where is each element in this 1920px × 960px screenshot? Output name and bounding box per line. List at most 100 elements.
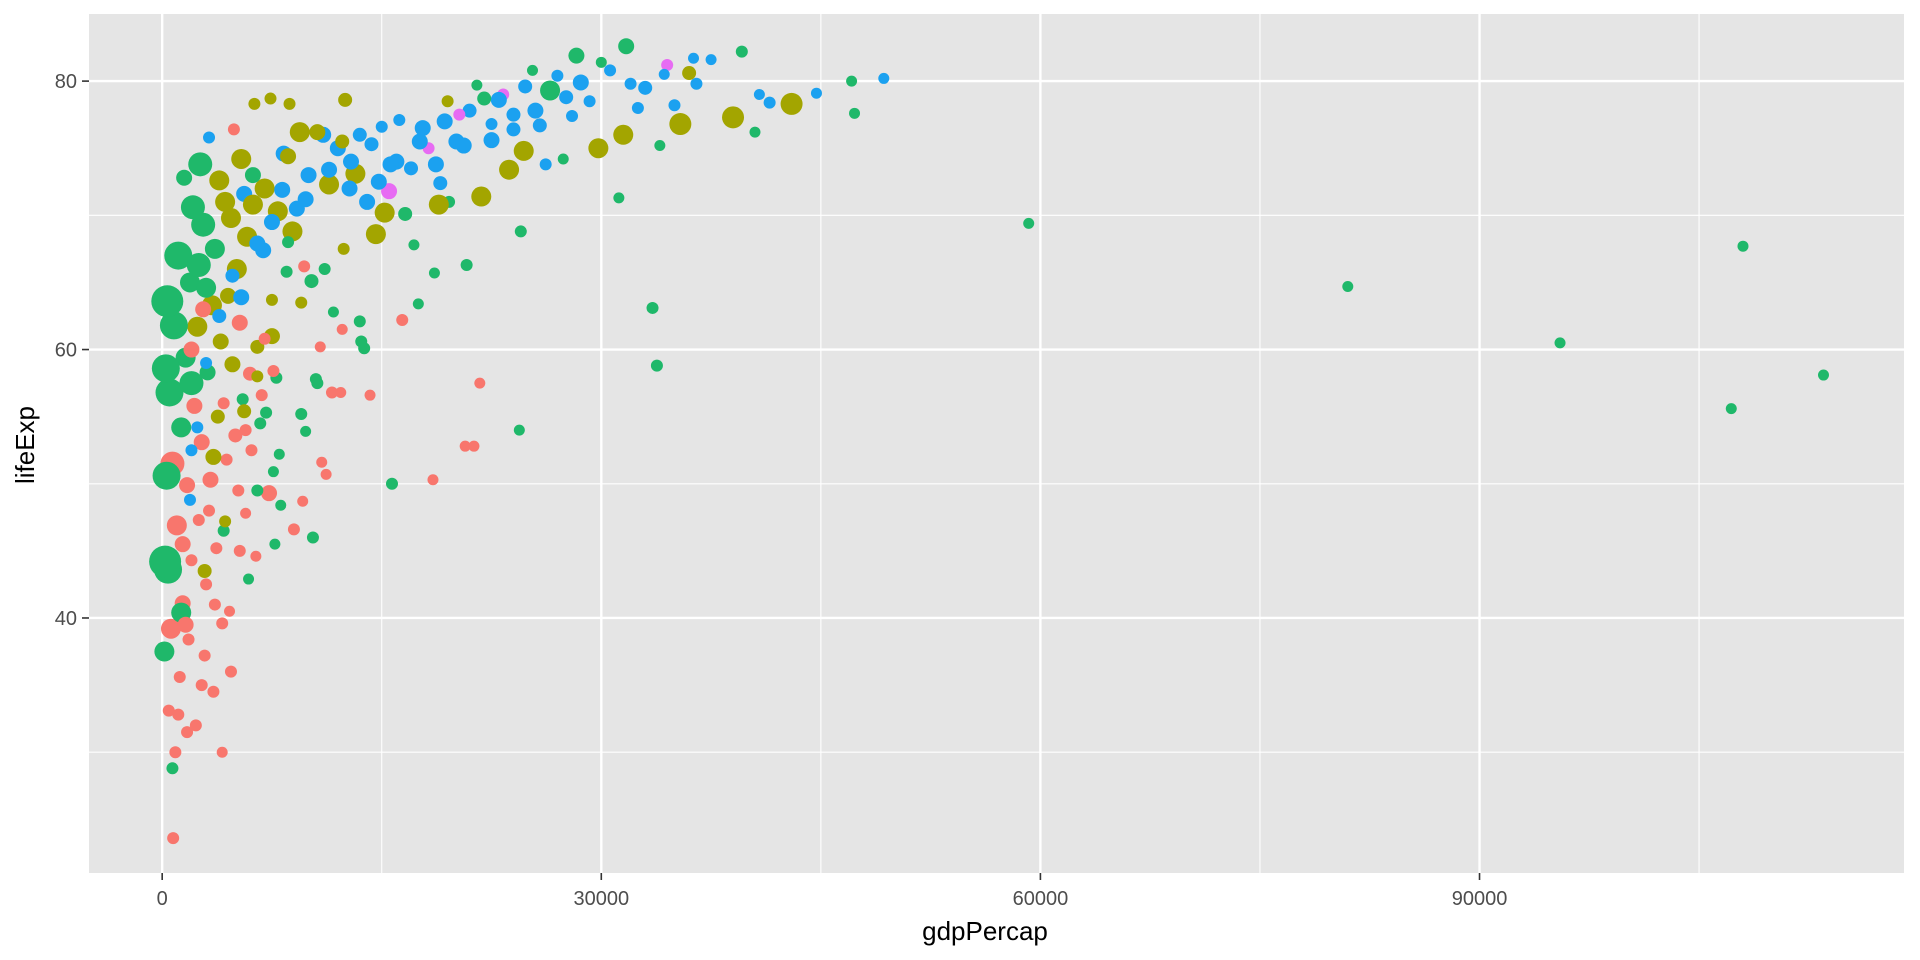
data-point (374, 202, 395, 223)
x-axis-title: gdpPercap (922, 916, 1048, 946)
x-tick-label: 30000 (573, 888, 629, 910)
data-point (273, 448, 285, 460)
data-point (187, 316, 208, 337)
data-point (722, 106, 745, 129)
data-point (154, 641, 175, 662)
data-point (203, 131, 216, 144)
data-point (428, 267, 440, 279)
data-point (191, 212, 216, 237)
data-point (780, 92, 803, 115)
data-point (260, 406, 273, 419)
y-axis: 40 60 80 (55, 71, 89, 630)
data-point (250, 550, 262, 562)
data-point (540, 80, 561, 101)
data-point (185, 444, 198, 457)
data-point (436, 113, 453, 130)
data-point (506, 107, 521, 122)
data-point (164, 241, 193, 270)
data-point (527, 64, 539, 76)
data-point (287, 523, 300, 536)
data-point (191, 421, 204, 434)
data-point (583, 95, 596, 108)
data-point (195, 301, 212, 318)
data-point (393, 114, 406, 127)
data-point (690, 77, 703, 90)
data-point (385, 477, 398, 490)
data-point (297, 191, 314, 208)
data-point (566, 110, 579, 123)
data-point (668, 99, 681, 112)
data-point (188, 152, 213, 177)
data-point (490, 91, 507, 108)
data-point (289, 122, 310, 143)
data-point (174, 536, 191, 553)
data-point (404, 161, 419, 176)
data-point (251, 370, 264, 383)
data-point (167, 832, 180, 845)
data-point (414, 120, 431, 137)
data-point (568, 47, 585, 64)
data-point (249, 235, 266, 252)
data-point (396, 314, 409, 327)
data-point (185, 554, 198, 567)
data-point (159, 311, 188, 340)
data-point (427, 474, 439, 486)
major-gridlines (89, 14, 1904, 873)
data-point (204, 238, 225, 259)
data-point (236, 393, 249, 406)
data-point (459, 440, 471, 452)
data-point (152, 461, 181, 490)
data-point (485, 118, 498, 131)
data-point (335, 386, 347, 398)
data-point (474, 377, 486, 389)
data-point (295, 407, 308, 420)
data-point (166, 762, 179, 775)
data-point (532, 118, 547, 133)
data-point (151, 354, 180, 383)
data-point (173, 671, 186, 684)
data-point (189, 719, 202, 732)
data-point (518, 79, 533, 94)
data-point (200, 578, 213, 591)
data-point (646, 301, 659, 314)
data-point (231, 314, 248, 331)
y-tick-label: 80 (55, 71, 77, 93)
data-point (468, 440, 480, 452)
data-point (539, 158, 552, 171)
data-point (224, 605, 236, 617)
data-point (319, 174, 340, 195)
data-point (1342, 280, 1354, 292)
data-point (527, 102, 544, 119)
data-point (205, 448, 222, 465)
data-point (572, 74, 589, 91)
data-point (375, 120, 388, 133)
data-point (297, 495, 309, 507)
data-point (688, 52, 700, 64)
data-point (300, 167, 317, 184)
data-point (220, 208, 241, 229)
data-point (557, 153, 569, 165)
data-point (650, 359, 663, 372)
data-point (283, 97, 296, 110)
data-point (314, 341, 326, 353)
data-point (265, 293, 278, 306)
data-point (209, 170, 230, 191)
data-point (382, 156, 399, 173)
data-point (217, 524, 230, 537)
data-point (155, 378, 184, 407)
data-point (327, 306, 339, 318)
data-points (149, 38, 1829, 845)
data-point (181, 726, 194, 739)
data-point (735, 45, 748, 58)
data-point (316, 456, 328, 468)
data-point (753, 89, 765, 101)
data-point (462, 103, 477, 118)
data-point (233, 544, 246, 557)
data-point (162, 704, 175, 717)
data-point (364, 389, 376, 401)
data-point (624, 77, 637, 90)
data-point (220, 453, 233, 466)
data-point (160, 618, 181, 639)
data-point (237, 404, 252, 419)
data-point (749, 126, 761, 138)
